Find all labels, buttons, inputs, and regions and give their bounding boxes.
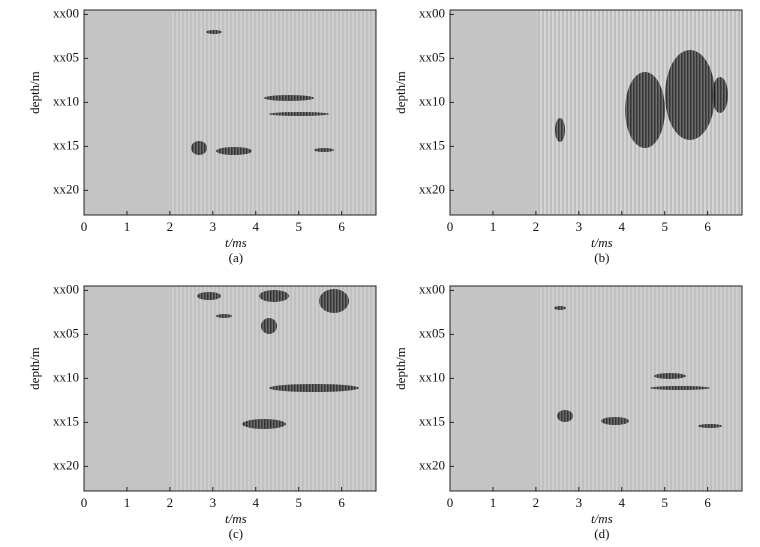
caption: (d) [594, 526, 609, 541]
y-tick-label: xx20 [419, 181, 445, 196]
texture-blob [665, 50, 715, 140]
y-axis-label: depth/m [27, 71, 42, 114]
plot-frame [449, 9, 743, 216]
y-tick-label: xx05 [53, 49, 79, 64]
texture-blob [216, 147, 252, 155]
texture-blob [261, 318, 277, 334]
y-tick-label: xx15 [419, 137, 445, 152]
plot-frame [449, 285, 743, 492]
texture-blob [319, 289, 349, 313]
x-tick-label: 2 [167, 495, 174, 510]
x-tick-label: 3 [210, 495, 217, 510]
y-tick-label: xx10 [419, 369, 445, 384]
x-tick-label: 5 [661, 495, 668, 510]
x-tick-label: 1 [124, 495, 131, 510]
wave-zone [537, 286, 742, 491]
texture-blob [191, 141, 207, 155]
image-panel [450, 286, 742, 491]
x-tick-label: 3 [576, 495, 583, 510]
y-tick-label: xx00 [53, 281, 79, 296]
texture-blob [269, 384, 359, 392]
x-tick-label: 3 [576, 219, 583, 234]
x-tick-label: 0 [81, 495, 88, 510]
texture-blob [314, 148, 334, 152]
texture-blob [650, 386, 710, 390]
x-tick-label: 2 [533, 495, 540, 510]
y-tick-label: xx15 [53, 413, 79, 428]
texture-blob [259, 290, 289, 302]
x-tick-label: 6 [338, 495, 345, 510]
y-tick-label: xx05 [53, 325, 79, 340]
texture-blob [654, 373, 686, 379]
x-tick-label: 0 [447, 219, 454, 234]
caption: (a) [229, 250, 243, 265]
x-tick-label: 0 [447, 495, 454, 510]
texture-blob [712, 77, 728, 113]
y-tick-label: xx20 [53, 181, 79, 196]
texture-blob [197, 292, 221, 300]
texture-blob [264, 95, 314, 101]
image-panel [84, 10, 376, 215]
y-tick-label: xx10 [53, 93, 79, 108]
x-tick-label: 6 [704, 219, 711, 234]
texture-blob [242, 419, 286, 429]
texture-blob [554, 306, 566, 310]
y-tick-label: xx20 [419, 457, 445, 472]
texture-blob [557, 410, 573, 422]
y-axis-label: depth/m [27, 347, 42, 390]
texture-blob [698, 424, 722, 428]
x-tick-label: 0 [81, 219, 88, 234]
y-tick-label: xx00 [53, 5, 79, 20]
y-tick-label: xx00 [419, 281, 445, 296]
x-tick-label: 6 [704, 495, 711, 510]
texture-blob [555, 118, 565, 142]
texture-blob [269, 112, 329, 116]
x-tick-label: 2 [533, 219, 540, 234]
y-tick-label: xx10 [419, 93, 445, 108]
texture-blob [216, 314, 232, 318]
x-tick-label: 2 [167, 219, 174, 234]
x-tick-label: 4 [253, 495, 260, 510]
image-panel [84, 286, 376, 491]
y-axis-label: depth/m [393, 347, 408, 390]
x-tick-label: 5 [295, 219, 302, 234]
wave-zone [171, 10, 376, 215]
caption: (b) [594, 250, 609, 265]
x-tick-label: 5 [295, 495, 302, 510]
caption: (c) [229, 526, 243, 541]
y-tick-label: xx05 [419, 49, 445, 64]
plot-frame [83, 285, 377, 492]
texture-blob [206, 30, 222, 34]
texture-blob [625, 72, 665, 148]
x-tick-label: 3 [210, 219, 217, 234]
y-tick-label: xx20 [53, 457, 79, 472]
x-tick-label: 5 [661, 219, 668, 234]
x-axis-label: t/ms [225, 235, 247, 250]
plot-frame [83, 9, 377, 216]
image-panel [450, 10, 742, 215]
x-tick-label: 1 [124, 219, 131, 234]
y-tick-label: xx15 [53, 137, 79, 152]
y-tick-label: xx15 [419, 413, 445, 428]
x-tick-label: 1 [490, 495, 497, 510]
x-tick-label: 1 [490, 219, 497, 234]
x-axis-label: t/ms [591, 511, 613, 526]
y-tick-label: xx05 [419, 325, 445, 340]
x-tick-label: 4 [619, 219, 626, 234]
x-axis-label: t/ms [225, 511, 247, 526]
x-tick-label: 6 [338, 219, 345, 234]
x-tick-label: 4 [619, 495, 626, 510]
x-axis-label: t/ms [591, 235, 613, 250]
texture-blob [601, 417, 629, 425]
y-tick-label: xx00 [419, 5, 445, 20]
y-axis-label: depth/m [393, 71, 408, 114]
y-tick-label: xx10 [53, 369, 79, 384]
x-tick-label: 4 [253, 219, 260, 234]
